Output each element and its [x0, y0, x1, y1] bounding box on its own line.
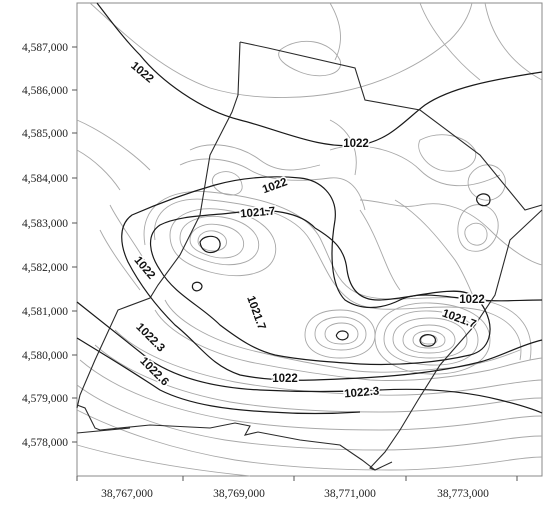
contour-label: 1022.3 [344, 386, 380, 401]
x-axis [76, 476, 518, 481]
y-tick-label: 4,582,000 [22, 262, 68, 274]
x-tick-label: 38,767,000 [101, 488, 153, 500]
contour-label: 1022 [128, 60, 155, 86]
x-tick-label: 38,773,000 [437, 488, 489, 500]
y-axis [72, 46, 77, 443]
contour-label: 1022.6 [137, 355, 170, 388]
y-tick-label: 4,579,000 [22, 393, 68, 405]
y-tick-label: 4,585,000 [22, 128, 68, 140]
contour-label: 1022 [459, 294, 485, 306]
y-tick-labels: 4,587,000 4,586,000 4,585,000 4,584,000 … [22, 42, 68, 449]
y-tick-label: 4,583,000 [22, 218, 68, 230]
contour-label: 1021.7 [244, 294, 267, 331]
x-tick-label: 38,769,000 [213, 488, 265, 500]
y-tick-label: 4,578,000 [22, 437, 68, 449]
major-contours [76, 2, 543, 415]
region-boundary [76, 41, 543, 471]
contour-label: 1022 [261, 176, 289, 196]
contour-label: 1021.7 [440, 308, 477, 331]
y-tick-label: 4,587,000 [22, 42, 68, 54]
y-tick-label: 4,580,000 [22, 350, 68, 362]
contour-label: 1022.3 [133, 321, 166, 354]
plot-frame [76, 2, 543, 477]
minor-contours [76, 2, 543, 477]
x-tick-label: 38,771,000 [324, 488, 376, 500]
y-tick-label: 4,586,000 [22, 85, 68, 97]
contour-label: 1021.7 [240, 206, 276, 221]
x-tick-labels: 38,767,000 38,769,000 38,771,000 38,773,… [101, 488, 489, 500]
contour-label: 1022 [272, 373, 298, 385]
contour-label: 1022 [343, 138, 369, 150]
y-tick-label: 4,581,000 [22, 306, 68, 318]
y-tick-label: 4,584,000 [22, 173, 68, 185]
